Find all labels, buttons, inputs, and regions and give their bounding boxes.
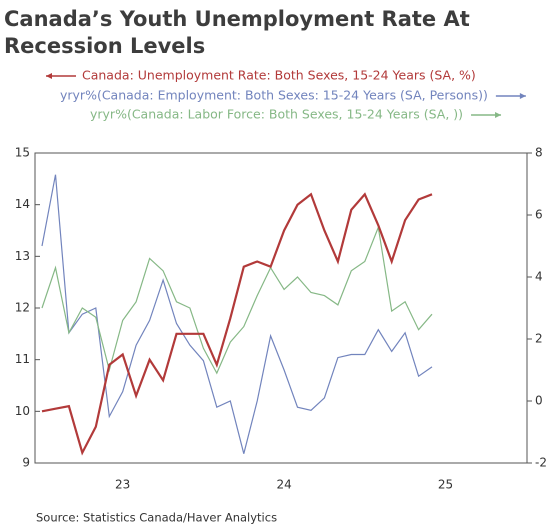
source: Source: Statistics Canada/Haver Analytic… bbox=[36, 511, 277, 525]
x-tick-label: 23 bbox=[115, 478, 130, 492]
series-line bbox=[41, 225, 433, 375]
legend-label: Canada: Unemployment Rate: Both Sexes, 1… bbox=[82, 68, 476, 83]
legend-label: yryr%(Canada: Labor Force: Both Sexes, 1… bbox=[90, 107, 463, 122]
y-tick-label: 13 bbox=[15, 249, 30, 263]
series-line bbox=[41, 192, 433, 456]
y2-tick-label: 8 bbox=[535, 146, 543, 160]
y-tick-label: 14 bbox=[15, 197, 30, 211]
legend-arrow bbox=[46, 73, 52, 79]
y-tick-label: 15 bbox=[15, 146, 30, 160]
legend-label: yryr%(Canada: Employment: Both Sexes: 15… bbox=[60, 88, 488, 103]
y2-tick-label: 0 bbox=[535, 394, 543, 408]
series-line bbox=[41, 174, 433, 454]
y2-tick-label: 6 bbox=[535, 208, 543, 222]
y2-tick-label: 4 bbox=[535, 270, 543, 284]
y2-tick-label: -2 bbox=[535, 456, 547, 470]
y-tick-label: 11 bbox=[15, 352, 30, 366]
y2-tick-label: 2 bbox=[535, 332, 543, 346]
chart-title: Canada’s Youth Unemployment Rate At Rece… bbox=[4, 7, 470, 58]
x-tick-label: 24 bbox=[276, 478, 291, 492]
y-tick-label: 12 bbox=[15, 301, 30, 315]
y-tick-label: 9 bbox=[22, 456, 30, 470]
legend-arrow bbox=[495, 112, 502, 118]
y-tick-label: 10 bbox=[15, 404, 30, 418]
x-tick-label: 25 bbox=[438, 478, 453, 492]
legend-arrow bbox=[519, 93, 526, 99]
